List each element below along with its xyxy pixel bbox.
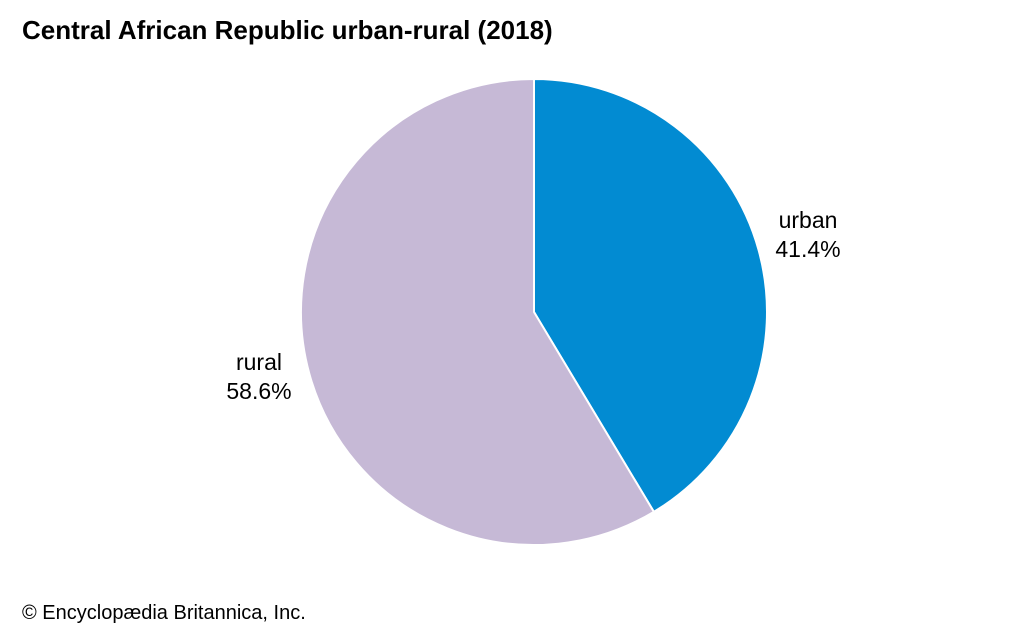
slice-value-urban: 41.4%: [775, 236, 840, 262]
slice-value-rural: 58.6%: [226, 378, 291, 404]
pie-slice-urban: [533, 78, 768, 513]
slice-name-urban: urban: [779, 207, 838, 233]
slice-label-urban: urban 41.4%: [775, 207, 840, 262]
slice-label-rural: rural 58.6%: [226, 349, 291, 404]
copyright-credit: © Encyclopædia Britannica, Inc.: [22, 602, 306, 624]
pie-labels: urban 41.4% rural 58.6%: [226, 207, 840, 404]
pie-slice-rural: [299, 78, 655, 546]
chart-title: Central African Republic urban-rural (20…: [22, 15, 553, 45]
pie-slices: [299, 78, 768, 546]
slice-name-rural: rural: [236, 349, 282, 375]
